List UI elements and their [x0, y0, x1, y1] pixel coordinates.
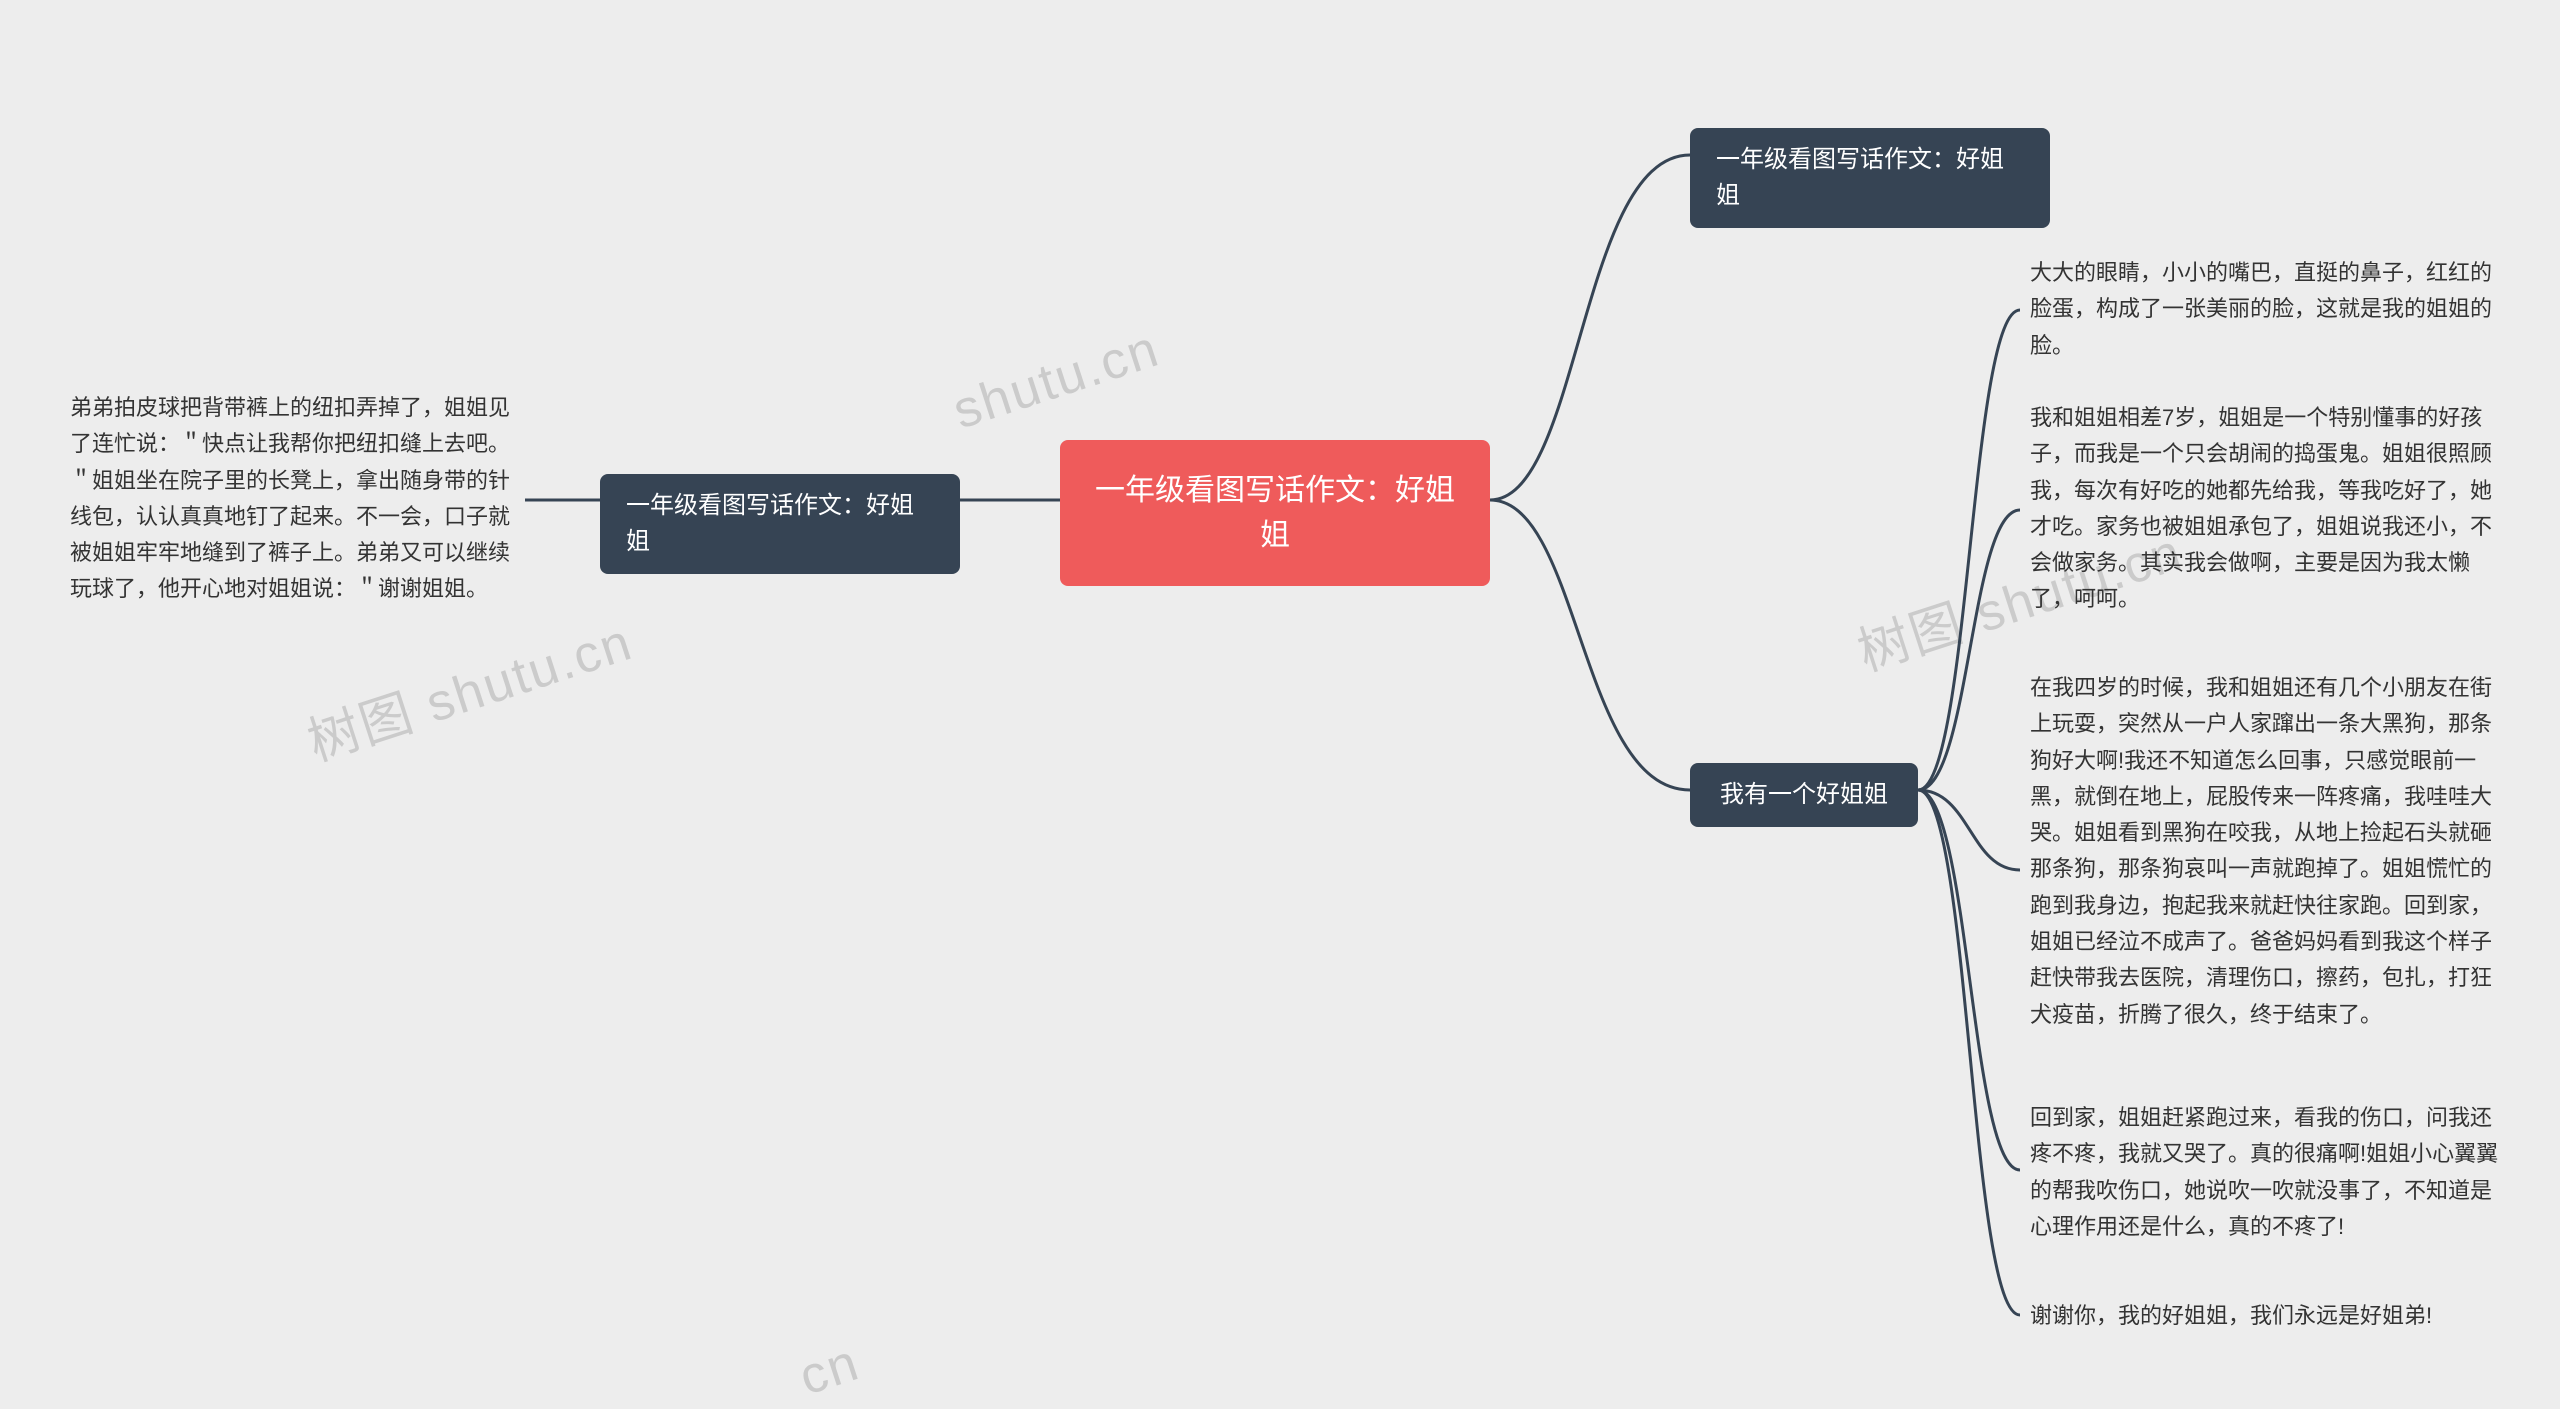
mindmap-right-leaf-4: 谢谢你，我的好姐姐，我们永远是好姐弟! [2030, 1298, 2500, 1334]
mindmap-right-leaf-0: 大大的眼睛，小小的嘴巴，直挺的鼻子，红红的脸蛋，构成了一张美丽的脸，这就是我的姐… [2030, 255, 2500, 364]
mindmap-right-branch-1[interactable]: 我有一个好姐姐 [1690, 763, 1918, 827]
mindmap-right-leaf-1: 我和姐姐相差7岁，姐姐是一个特别懂事的好孩子，而我是一个只会胡闹的捣蛋鬼。姐姐很… [2030, 400, 2500, 618]
watermark: shutu.cn [946, 319, 1167, 442]
mindmap-right-branch-0[interactable]: 一年级看图写话作文：好姐姐 [1690, 128, 2050, 228]
mindmap-right-leaf-3: 回到家，姐姐赶紧跑过来，看我的伤口，问我还疼不疼，我就又哭了。真的很痛啊!姐姐小… [2030, 1100, 2500, 1245]
mindmap-left-leaf: 弟弟拍皮球把背带裤上的纽扣弄掉了，姐姐见了连忙说：＂快点让我帮你把纽扣缝上去吧。… [70, 390, 525, 608]
watermark: 树图 shutu.cn [297, 600, 641, 775]
watermark: cn [792, 1332, 867, 1407]
mindmap-left-branch[interactable]: 一年级看图写话作文：好姐姐 [600, 474, 960, 574]
mindmap-right-leaf-2: 在我四岁的时候，我和姐姐还有几个小朋友在街上玩耍，突然从一户人家蹿出一条大黑狗，… [2030, 670, 2500, 1033]
mindmap-center-node[interactable]: 一年级看图写话作文：好姐姐 [1060, 440, 1490, 586]
